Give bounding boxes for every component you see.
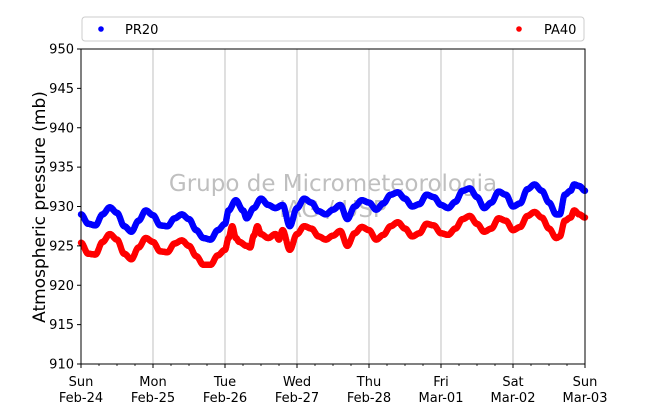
y-tick-label: 940 (49, 121, 74, 136)
x-tick-label-day: Sun (573, 375, 598, 390)
series-pa40 (77, 207, 589, 268)
x-tick-label-day: Thu (356, 375, 381, 390)
x-tick-label-date: Mar-03 (563, 391, 608, 406)
x-tick-label-day: Sat (502, 375, 523, 390)
y-axis-label: Atmospheric pressure (mb) (30, 91, 50, 323)
legend: PR20 PA40 (81, 16, 585, 42)
y-tick-label: 920 (49, 279, 74, 294)
y-tick-label: 935 (49, 161, 74, 176)
y-tick-label: 950 (49, 43, 74, 58)
x-tick-label-day: Tue (213, 375, 236, 390)
legend-label-pr20: PR20 (125, 23, 158, 38)
x-tick-label-date: Mar-01 (419, 391, 464, 406)
x-tick-label-date: Feb-24 (59, 391, 103, 406)
watermark-line-1: Grupo de Micrometeorologia (169, 171, 497, 197)
y-tick-label: 925 (49, 239, 74, 254)
series-pr20 (77, 181, 589, 243)
y-tick-label: 930 (49, 200, 74, 215)
x-tick-label-day: Sun (69, 375, 94, 390)
legend-marker-pa40 (516, 26, 522, 32)
x-tick-label-date: Feb-25 (131, 391, 175, 406)
x-tick-label-date: Mar-02 (491, 391, 536, 406)
legend-box (81, 16, 585, 42)
y-tick-label: 910 (49, 358, 74, 373)
watermark: Grupo de Micrometeorologia IAG / USP (169, 171, 497, 223)
x-tick-label-day: Fri (433, 375, 449, 390)
x-tick-label-date: Feb-27 (275, 391, 319, 406)
legend-marker-pr20 (98, 26, 104, 32)
y-tick-label: 945 (49, 82, 74, 97)
x-tick-label-date: Feb-28 (347, 391, 391, 406)
legend-label-pa40: PA40 (544, 23, 576, 38)
x-tick-label-day: Wed (283, 375, 311, 390)
y-axis: 910 915 920 925 930 935 940 945 950 (49, 43, 81, 373)
x-axis: SunFeb-24MonFeb-25TueFeb-26WedFeb-27ThuF… (59, 364, 608, 406)
x-tick-label-day: Mon (139, 375, 166, 390)
x-tick-label-date: Feb-26 (203, 391, 247, 406)
y-tick-label: 915 (49, 318, 74, 333)
